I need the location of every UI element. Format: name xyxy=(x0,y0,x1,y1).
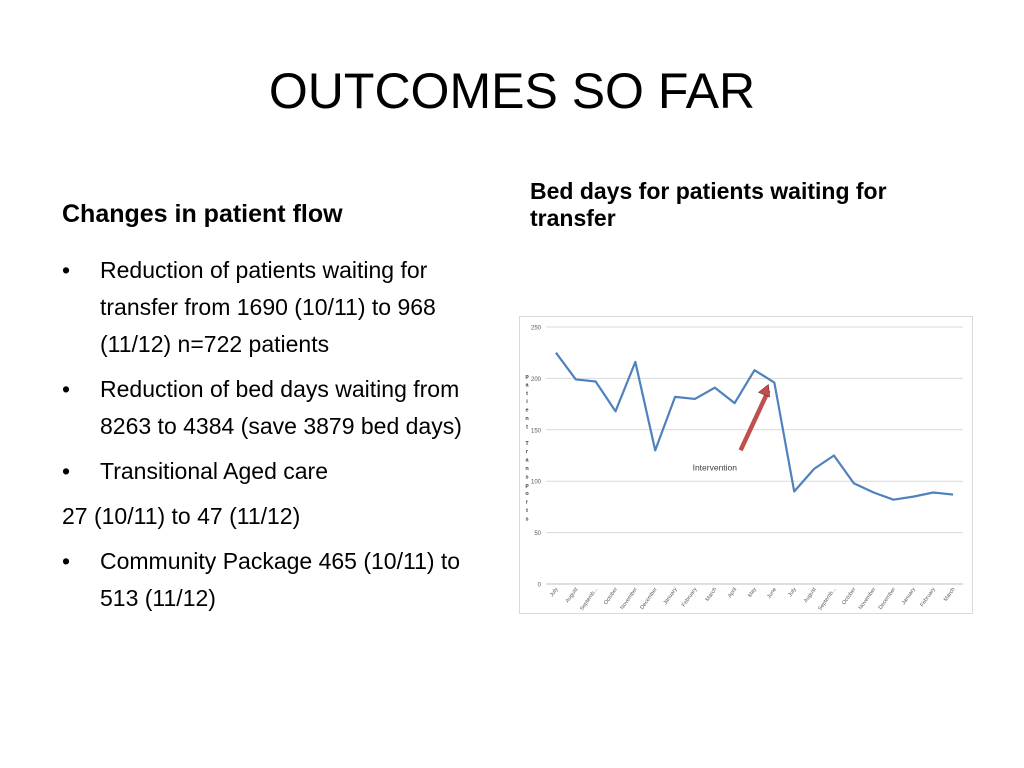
annotation-label: Intervention xyxy=(693,462,738,472)
x-tick-label: April xyxy=(727,587,738,599)
intervention-arrow-head xyxy=(758,383,770,398)
y-axis-label-letter: n xyxy=(525,416,529,422)
series-line xyxy=(555,352,954,501)
y-axis-label-letter: p xyxy=(525,483,529,489)
line-chart: 0 50 100 150 200 250 July August Septemb... Octob… xyxy=(519,316,973,614)
plain-line: 27 (10/11) to 47 (11/12) xyxy=(62,503,301,529)
bullet-item: Transitional Aged care xyxy=(62,453,492,490)
y-axis-label-letter: e xyxy=(525,408,528,414)
y-axis-label-letter: a xyxy=(525,382,529,388)
y-axis-label-letter: r xyxy=(526,500,529,506)
x-tick-label: June xyxy=(766,587,778,600)
y-tick-label: 200 xyxy=(531,377,542,383)
y-axis-label-letter: n xyxy=(525,466,529,472)
chart-frame xyxy=(519,316,973,614)
x-tick-label: July xyxy=(787,587,798,599)
y-tick-label: 150 xyxy=(531,428,542,434)
y-axis-label-letter: T xyxy=(525,441,529,447)
chart-heading: Bed days for patients waiting for transf… xyxy=(530,178,887,231)
slide-title: OUTCOMES SO FAR xyxy=(268,63,756,119)
y-axis-label-letter: i xyxy=(526,399,528,405)
x-tick-label: May xyxy=(747,587,758,599)
left-heading: Changes in patient flow xyxy=(62,200,343,228)
bullet-item: Reduction of patients waiting for transf… xyxy=(62,252,492,363)
y-axis-label-letter: t xyxy=(526,424,528,430)
y-tick-label: 100 xyxy=(531,480,542,486)
bullet-list: Reduction of patients waiting for transf… xyxy=(62,252,492,625)
bullet-item: Reduction of bed days waiting from 8263 … xyxy=(62,371,492,445)
y-tick-label: 0 xyxy=(538,583,542,589)
y-axis-label-letter: t xyxy=(526,508,528,514)
y-axis-label-letter: o xyxy=(525,491,529,497)
y-axis-label-letter: r xyxy=(526,449,529,455)
intervention-arrow-shaft xyxy=(738,389,771,452)
y-axis-label-letter: a xyxy=(525,458,529,464)
y-axis-label-letter: s xyxy=(525,474,528,480)
y-tick-label: 50 xyxy=(534,531,541,537)
y-tick-label: 250 xyxy=(531,326,542,332)
y-axis-label-letter: t xyxy=(526,391,528,397)
bullet-item: Community Package 465 (10/11) to 513 (11… xyxy=(62,543,492,617)
x-tick-label: July xyxy=(549,587,560,599)
y-axis-label-letter: s xyxy=(525,516,528,522)
y-axis-label-letter: p xyxy=(525,374,529,380)
